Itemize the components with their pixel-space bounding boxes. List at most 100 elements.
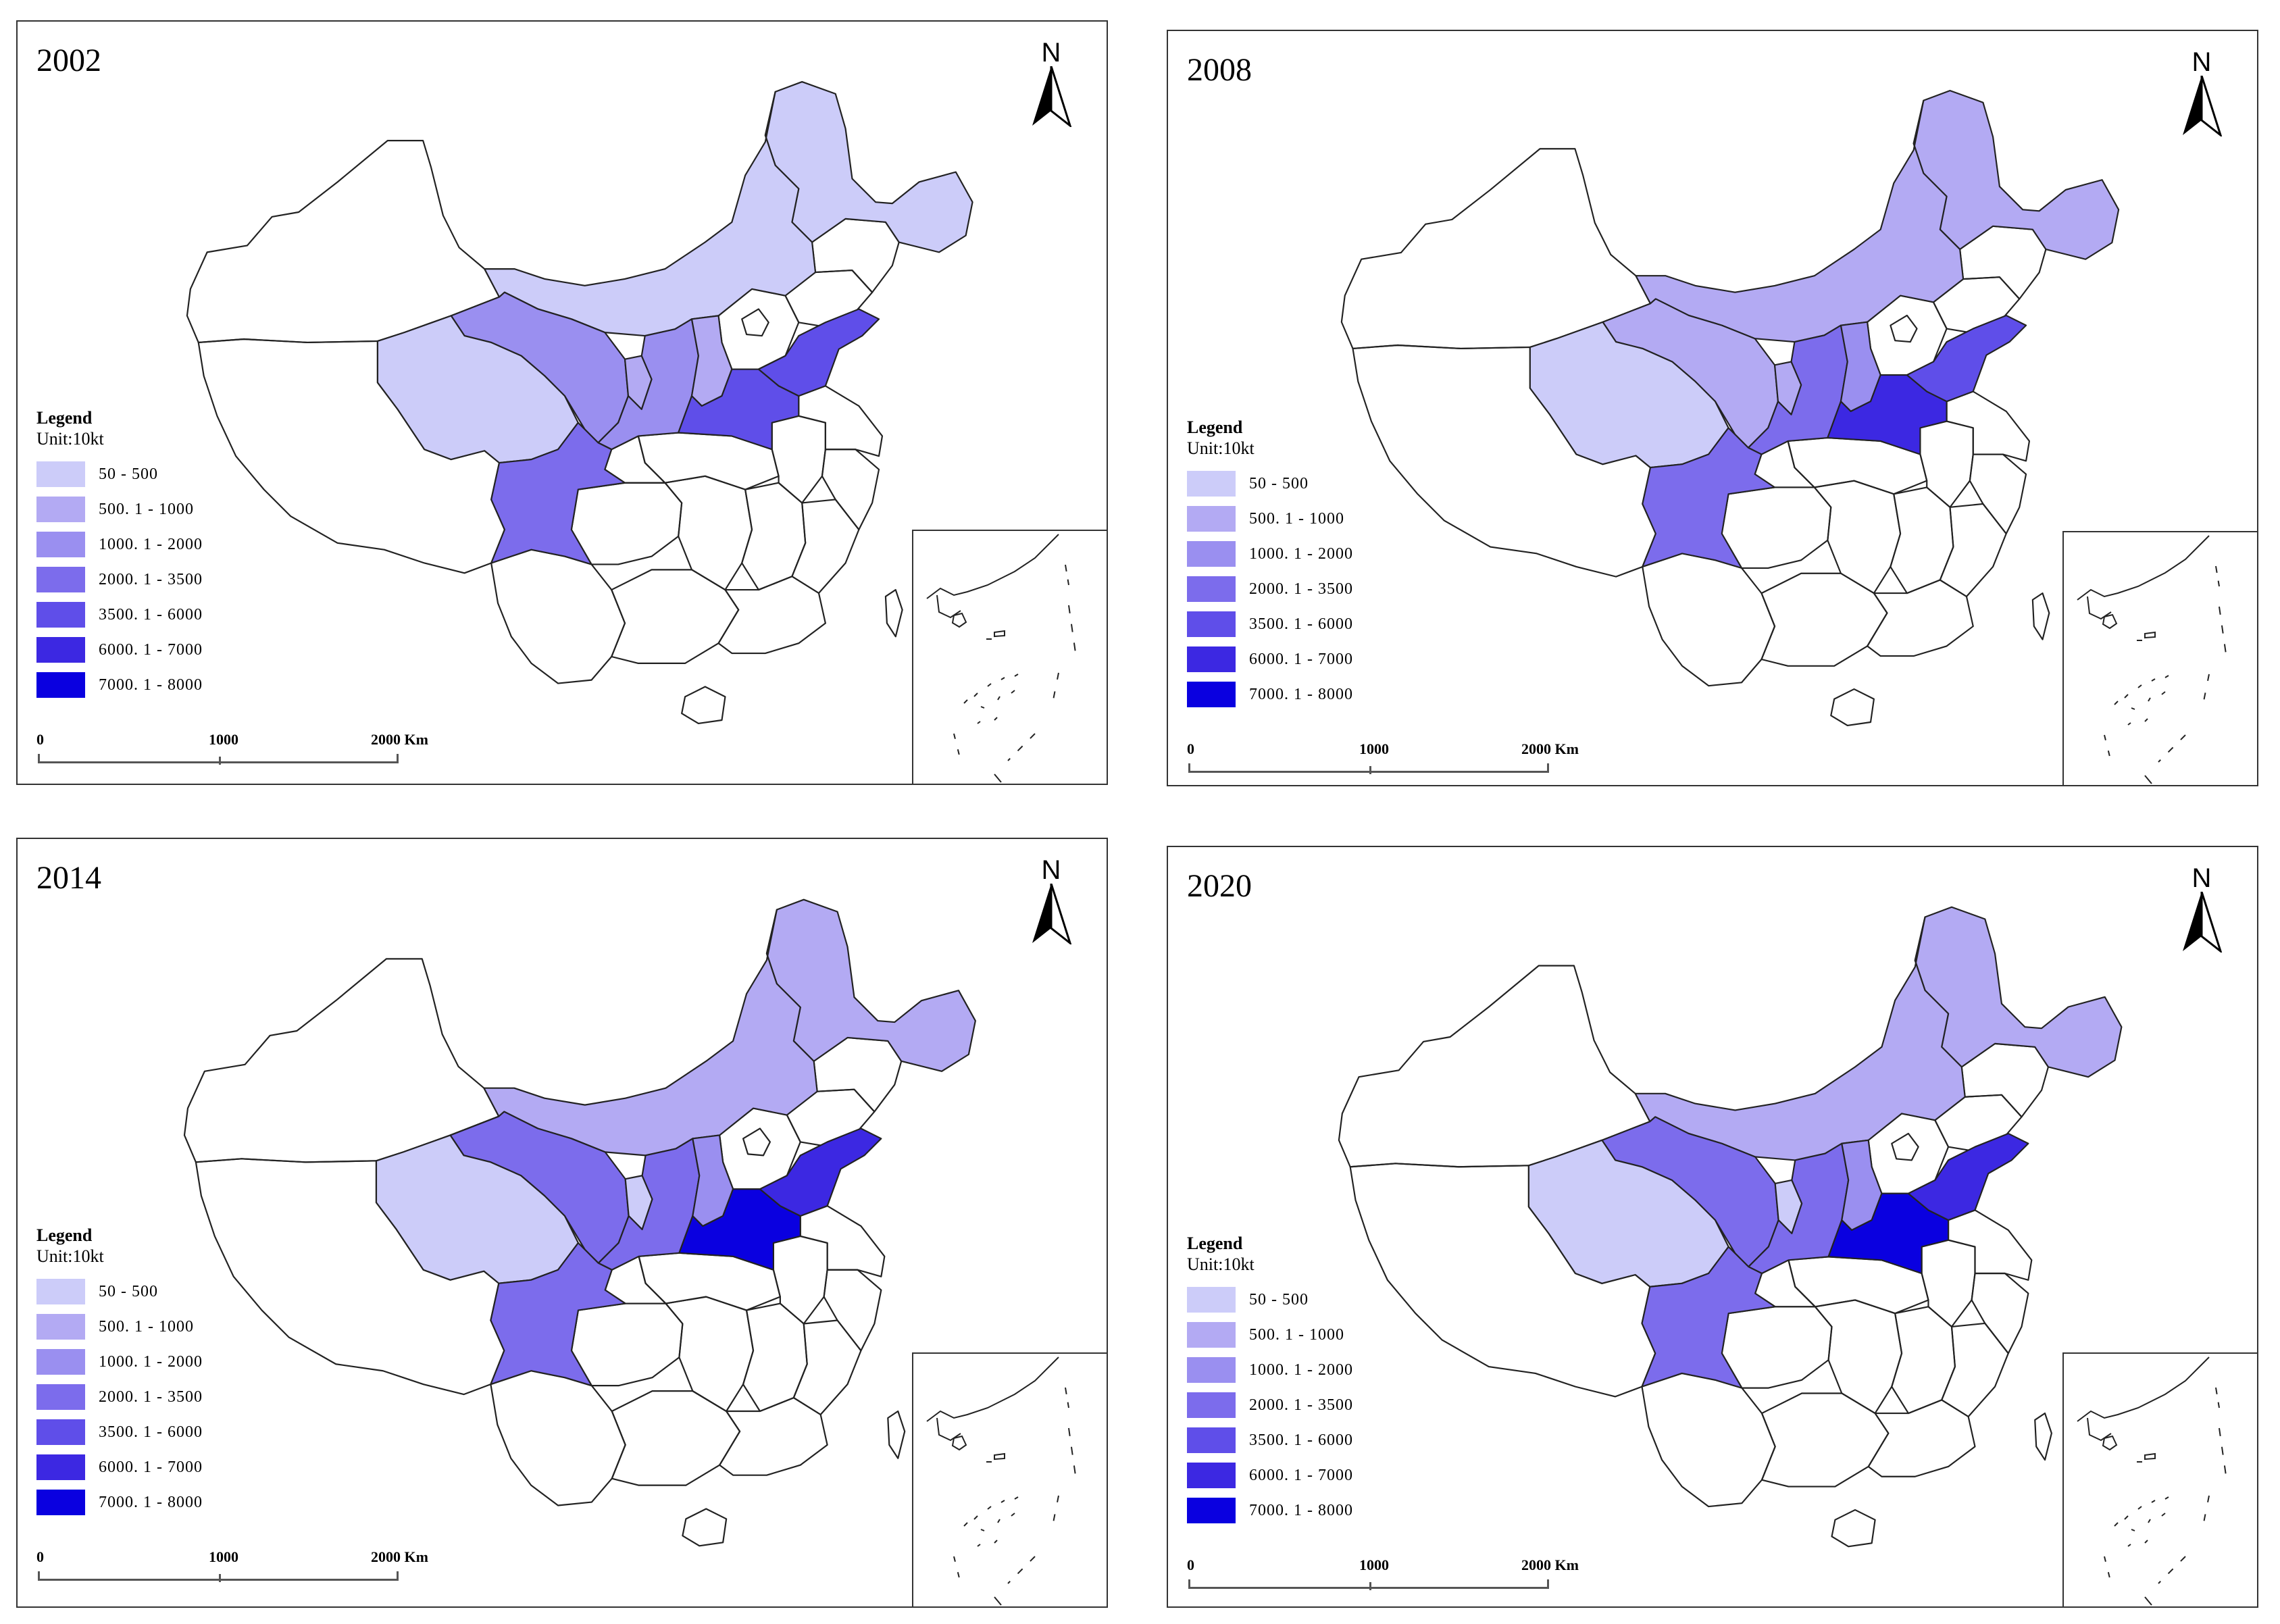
legend: Legend Unit:10kt 50 - 500 500. 1 - 1000 10…: [36, 1225, 203, 1520]
map-panel-2002: 2002 N Legend Unit:10kt 50 - 500 500. 1 -…: [16, 20, 1108, 785]
scale-label-1000: 1000: [209, 731, 238, 748]
province-hainan: [1831, 1508, 1876, 1548]
province-anhui: [1921, 1239, 1976, 1327]
scale-label-1000: 1000: [209, 1548, 238, 1565]
province-hunan: [665, 1296, 755, 1413]
scale-label-0: 0: [36, 731, 44, 748]
scale-bar-tick: [1369, 1582, 1371, 1590]
province-taiwan: [2034, 1412, 2052, 1461]
scale-bar-line: [1188, 763, 1549, 773]
south-china-sea-inset: [2062, 1352, 2257, 1606]
north-arrow-icon: [1032, 883, 1072, 946]
province-taiwan: [884, 588, 903, 638]
legend-label: 6000. 1 - 7000: [1249, 1466, 1353, 1484]
map-panel-2014: 2014 N Legend Unit:10kt 50 - 500 500. 1 -…: [16, 838, 1108, 1608]
legend-swatch: [1187, 1322, 1236, 1348]
legend-title: Legend: [36, 408, 93, 428]
legend-label: 50 - 500: [99, 465, 158, 483]
province-xinjiang: [1340, 148, 1652, 349]
province-jiangsu: [799, 1204, 886, 1277]
scale-bar-line: [38, 754, 399, 763]
legend-swatch: [1187, 471, 1236, 497]
province-taiwan: [887, 1410, 906, 1459]
legend-swatch: [36, 1349, 85, 1375]
province-inner-mongolia: [483, 909, 818, 1157]
legend-swatch: [1187, 1287, 1236, 1313]
province-fujian: [792, 1319, 862, 1416]
municipality-beijing-tianjin: [1891, 1132, 1919, 1161]
legend-swatch: [1187, 611, 1236, 637]
legend-item: 500. 1 - 1000: [1187, 501, 1353, 536]
scale-label-1000: 1000: [1359, 1556, 1389, 1573]
province-taiwan: [2031, 592, 2050, 640]
legend-label: 3500. 1 - 6000: [99, 605, 203, 624]
legend: Legend Unit:10kt 50 - 500 500. 1 - 1000 10…: [1187, 417, 1353, 712]
province-jiangsu: [1946, 390, 2031, 462]
scale-label-2000: 2000 Km: [371, 731, 428, 748]
legend-item: 7000. 1 - 8000: [36, 1485, 203, 1520]
map-panel-2008: 2008 N Legend Unit:10kt 50 - 500 500. 1 -…: [1167, 30, 2258, 786]
legend-item: 3500. 1 - 6000: [1187, 607, 1353, 642]
legend-item: 6000. 1 - 7000: [1187, 642, 1353, 677]
scale-bar: 0 1000 2000 Km: [1187, 740, 1579, 781]
legend-item: 7000. 1 - 8000: [1187, 1493, 1353, 1528]
legend-label: 500. 1 - 1000: [1249, 509, 1344, 528]
province-hunan: [1813, 480, 1902, 594]
legend-label: 3500. 1 - 6000: [1249, 1431, 1353, 1449]
province-anhui: [771, 415, 826, 504]
province-sichuan: [1642, 427, 1776, 569]
north-label: N: [1041, 855, 1061, 885]
legend-label: 2000. 1 - 3500: [1249, 580, 1353, 598]
scale-bar-tick: [1369, 766, 1371, 774]
china-province-map: [186, 80, 973, 725]
legend-swatch: [36, 1384, 85, 1410]
province-fujian: [1941, 1322, 2009, 1418]
province-zhejiang: [1971, 1272, 2029, 1354]
province-zhejiang: [1969, 453, 2027, 535]
legend-item: 1000. 1 - 2000: [36, 527, 203, 562]
south-china-sea-inset: [912, 530, 1107, 784]
province-zhejiang: [821, 449, 880, 531]
north-arrow: N: [2175, 49, 2229, 140]
province-hainan: [681, 686, 726, 725]
legend-label: 7000. 1 - 8000: [1249, 1501, 1353, 1519]
province-guangxi: [1760, 1392, 1890, 1488]
province-jiangxi: [742, 1302, 808, 1413]
legend-label: 2000. 1 - 3500: [99, 1388, 203, 1406]
china-province-map: [1340, 90, 2120, 726]
legend-title: Legend: [1187, 417, 1243, 437]
province-sichuan: [1641, 1246, 1776, 1389]
legend-swatch: [1187, 646, 1236, 672]
legend-item: 50 - 500: [1187, 466, 1353, 501]
scale-bar-tick: [219, 1574, 221, 1582]
province-hainan: [682, 1508, 728, 1547]
south-china-sea-inset: [912, 1352, 1107, 1606]
legend-label: 2000. 1 - 3500: [99, 570, 203, 588]
legend-item: 500. 1 - 1000: [1187, 1317, 1353, 1352]
province-xinjiang: [1338, 965, 1651, 1168]
legend-label: 500. 1 - 1000: [1249, 1325, 1344, 1344]
municipality-beijing-tianjin: [1890, 314, 1918, 343]
legend-unit: Unit:10kt: [1187, 438, 1255, 458]
legend-swatch: [36, 1279, 85, 1304]
province-guizhou: [570, 1302, 684, 1387]
legend-label: 1000. 1 - 2000: [1249, 544, 1353, 563]
legend-item: 50 - 500: [36, 457, 203, 492]
province-yunnan: [1641, 1372, 1776, 1508]
province-henan: [678, 368, 800, 451]
legend-item: 1000. 1 - 2000: [36, 1344, 203, 1379]
province-guangxi: [611, 1390, 741, 1486]
legend-label: 6000. 1 - 7000: [99, 1458, 203, 1476]
north-label: N: [2192, 47, 2212, 77]
province-xinjiang: [183, 958, 500, 1163]
legend-swatch: [36, 461, 85, 487]
south-china-sea-inset: [2062, 531, 2257, 785]
province-hainan: [1830, 688, 1875, 726]
province-guangdong: [1867, 579, 1974, 657]
province-inner-mongolia: [1635, 99, 1965, 343]
legend-label: 1000. 1 - 2000: [1249, 1361, 1353, 1379]
province-hunan: [1814, 1299, 1903, 1415]
legend-swatch: [36, 637, 85, 663]
legend-label: 6000. 1 - 7000: [1249, 650, 1353, 668]
legend-label: 7000. 1 - 8000: [99, 1493, 203, 1511]
